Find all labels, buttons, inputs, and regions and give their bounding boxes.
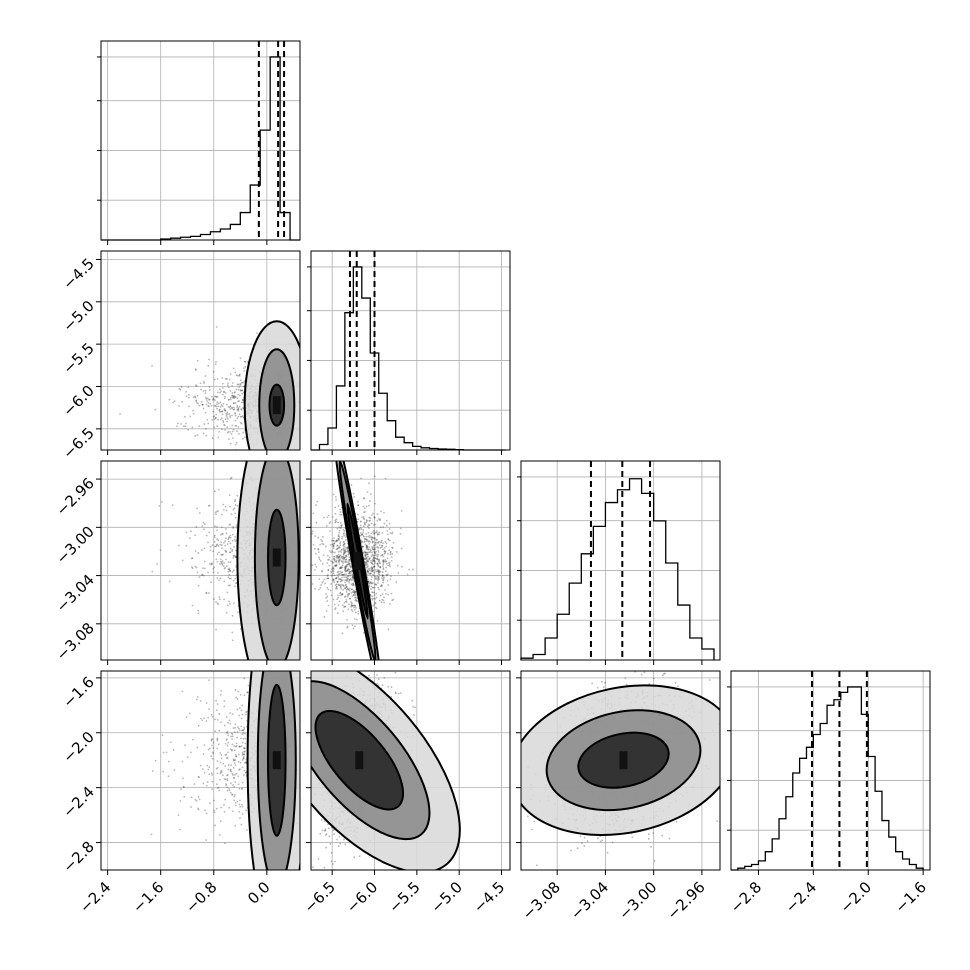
y-tick-label: −3.04 <box>53 571 98 616</box>
y-tick-label: −2.0 <box>59 728 97 766</box>
y-tick-label: −2.96 <box>53 474 98 519</box>
x-tick-label: −3.04 <box>567 878 612 923</box>
panel-frame <box>100 250 301 451</box>
panel-frame <box>520 670 721 871</box>
panel-frame <box>310 460 511 661</box>
panel-frame <box>100 40 301 241</box>
panel-frame <box>310 670 511 871</box>
x-tick-label: −1.6 <box>129 878 167 916</box>
y-tick-label: −6.5 <box>59 424 97 462</box>
x-tick-label: −2.4 <box>76 878 114 916</box>
scatter-cloud <box>150 671 300 870</box>
density-peak <box>272 396 281 415</box>
panel-frame <box>520 460 721 661</box>
x-tick-label: −3.08 <box>519 878 564 923</box>
y-tick-label: −4.5 <box>59 255 97 293</box>
x-tick-label: −5.5 <box>385 878 423 916</box>
y-tick-label: −3.08 <box>53 619 98 664</box>
histogram-2 <box>520 478 715 660</box>
y-tick-label: −2.8 <box>59 838 97 876</box>
x-tick-label: −2.4 <box>782 878 820 916</box>
panel-grid <box>97 41 300 240</box>
density-peak <box>619 751 628 770</box>
panel-grid <box>727 671 930 870</box>
panel-frame <box>100 460 301 661</box>
histogram-3 <box>731 686 924 871</box>
y-tick-label: −3.00 <box>53 522 98 567</box>
y-tick-label: −5.5 <box>59 339 97 377</box>
scatter-cloud <box>311 671 461 870</box>
scatter-cloud <box>119 320 300 450</box>
x-tick-label: −6.0 <box>343 878 381 916</box>
x-tick-label: −3.00 <box>615 878 660 923</box>
scatter-cloud <box>311 461 414 660</box>
density-peak <box>272 751 281 770</box>
x-tick-label: −5.0 <box>428 878 466 916</box>
x-tick-label: −1.6 <box>891 878 929 916</box>
x-tick-label: −2.0 <box>837 878 875 916</box>
scatter-cloud <box>151 461 300 660</box>
x-tick-label: −4.5 <box>470 878 508 916</box>
density-peak <box>355 751 364 770</box>
x-tick-label: −6.5 <box>301 878 339 916</box>
y-tick-label: −1.6 <box>59 673 97 711</box>
panel-frame <box>310 250 511 451</box>
panel-grid <box>307 251 510 450</box>
scatter-cloud <box>521 671 720 867</box>
density-peak <box>353 552 362 571</box>
y-tick-label: −5.0 <box>59 297 97 335</box>
y-tick-label: −2.4 <box>59 783 97 821</box>
x-tick-label: −0.8 <box>182 878 220 916</box>
panel-frame <box>730 670 931 871</box>
x-tick-label: −2.8 <box>727 878 765 916</box>
histogram-1 <box>311 266 506 451</box>
histogram-0 <box>101 56 300 241</box>
x-tick-label: −2.96 <box>664 878 709 923</box>
density-peak <box>272 548 281 567</box>
y-tick-label: −6.0 <box>59 382 97 420</box>
panel-frame <box>100 670 301 871</box>
x-tick-label: 0.0 <box>244 878 274 908</box>
